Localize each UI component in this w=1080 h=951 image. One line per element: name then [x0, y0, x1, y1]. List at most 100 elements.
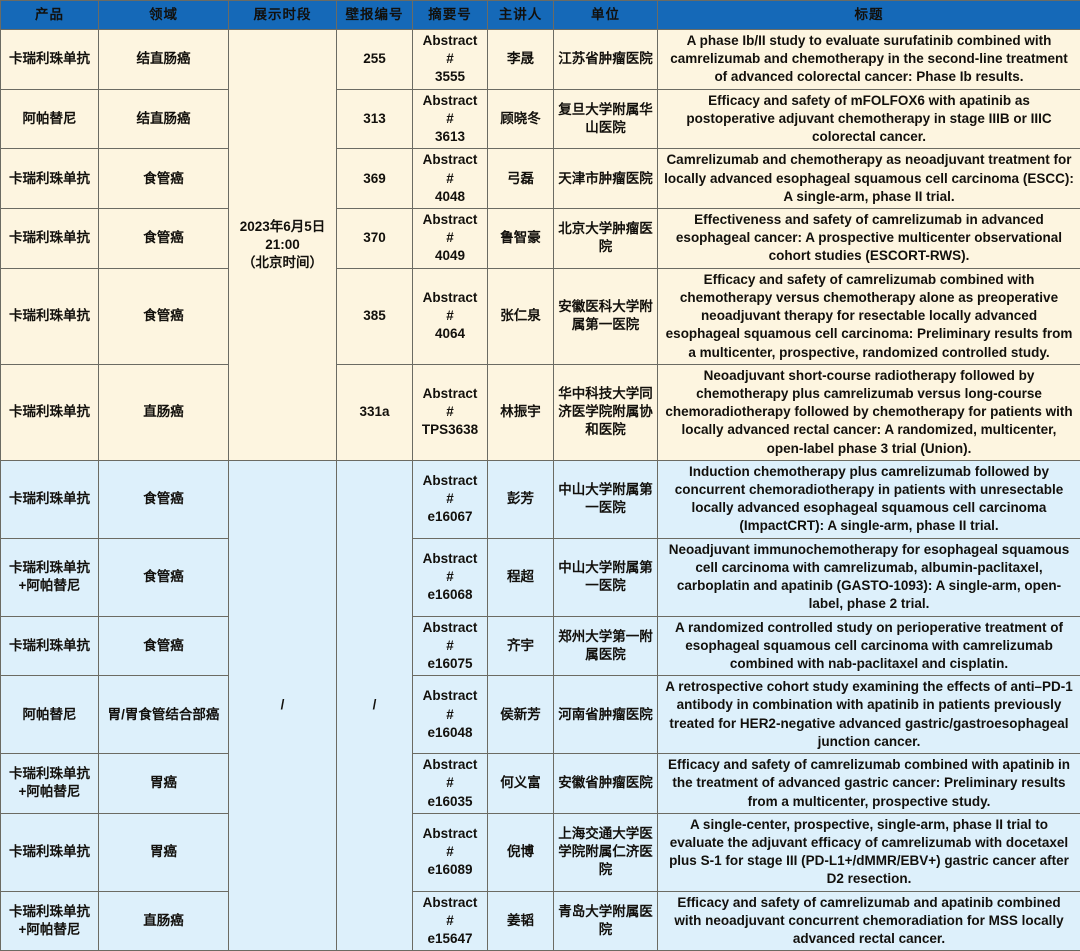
table-header: 产品 领域 展示时段 壁报编号 摘要号 主讲人 单位 标题: [1, 1, 1080, 30]
cell-title: Efficacy and safety of mFOLFOX6 with apa…: [658, 89, 1080, 149]
cell-field: 直肠癌: [99, 364, 229, 460]
cell-title: Camrelizumab and chemotherapy as neoadju…: [658, 149, 1080, 209]
cell-field: 结直肠癌: [99, 30, 229, 90]
cell-title: A randomized controlled study on periope…: [658, 616, 1080, 676]
cell-title: A phase Ib/II study to evaluate surufati…: [658, 30, 1080, 90]
cell-speaker: 弓磊: [488, 149, 554, 209]
cell-organization: 郑州大学第一附属医院: [554, 616, 658, 676]
column-header-org: 单位: [554, 1, 658, 30]
cell-speaker: 顾晓冬: [488, 89, 554, 149]
cell-product: 卡瑞利珠单抗: [1, 149, 99, 209]
cell-product: 卡瑞利珠单抗+阿帕替尼: [1, 891, 99, 951]
cell-poster-number: 369: [337, 149, 413, 209]
cell-speaker: 齐宇: [488, 616, 554, 676]
cell-field: 直肠癌: [99, 891, 229, 951]
cell-speaker: 侯新芳: [488, 676, 554, 754]
column-header-slot: 展示时段: [229, 1, 337, 30]
cell-organization: 北京大学肿瘤医院: [554, 208, 658, 268]
cell-title: Effectiveness and safety of camrelizumab…: [658, 208, 1080, 268]
cell-product: 阿帕替尼: [1, 89, 99, 149]
cell-poster-number: 331a: [337, 364, 413, 460]
cell-organization: 上海交通大学医学院附属仁济医院: [554, 813, 658, 891]
cell-field: 食管癌: [99, 460, 229, 538]
cell-organization: 复旦大学附属华山医院: [554, 89, 658, 149]
cell-product: 阿帕替尼: [1, 676, 99, 754]
cell-field: 食管癌: [99, 208, 229, 268]
cell-organization: 河南省肿瘤医院: [554, 676, 658, 754]
cell-speaker: 何义富: [488, 754, 554, 814]
cell-organization: 华中科技大学同济医学院附属协和医院: [554, 364, 658, 460]
cell-organization: 安徽省肿瘤医院: [554, 754, 658, 814]
cell-speaker: 彭芳: [488, 460, 554, 538]
cell-poster-number: 370: [337, 208, 413, 268]
cell-field: 胃癌: [99, 813, 229, 891]
cell-speaker: 林振宇: [488, 364, 554, 460]
cell-title: Neoadjuvant immunochemotherapy for esoph…: [658, 538, 1080, 616]
cell-product: 卡瑞利珠单抗+阿帕替尼: [1, 754, 99, 814]
header-row: 产品 领域 展示时段 壁报编号 摘要号 主讲人 单位 标题: [1, 1, 1080, 30]
cell-field: 食管癌: [99, 538, 229, 616]
cell-abstract-number: Abstract #TPS3638: [413, 364, 488, 460]
cell-product: 卡瑞利珠单抗: [1, 30, 99, 90]
cell-product: 卡瑞利珠单抗: [1, 208, 99, 268]
cell-title: Efficacy and safety of camrelizumab and …: [658, 891, 1080, 951]
cell-field: 胃癌: [99, 754, 229, 814]
cell-abstract-number: Abstract #e16075: [413, 616, 488, 676]
cell-abstract-number: Abstract #e15647: [413, 891, 488, 951]
cell-poster-number: 385: [337, 268, 413, 364]
cell-organization: 青岛大学附属医院: [554, 891, 658, 951]
cell-product: 卡瑞利珠单抗: [1, 460, 99, 538]
column-header-poster: 壁报编号: [337, 1, 413, 30]
cell-title: A retrospective cohort study examining t…: [658, 676, 1080, 754]
cell-title: A single-center, prospective, single-arm…: [658, 813, 1080, 891]
cell-speaker: 倪博: [488, 813, 554, 891]
cell-abstract-number: Abstract #4049: [413, 208, 488, 268]
cell-poster-number: 255: [337, 30, 413, 90]
cell-poster-number: /: [337, 460, 413, 950]
cell-field: 食管癌: [99, 616, 229, 676]
cell-abstract-number: Abstract #4064: [413, 268, 488, 364]
cell-title: Efficacy and safety of camrelizumab comb…: [658, 268, 1080, 364]
cell-organization: 安徽医科大学附属第一医院: [554, 268, 658, 364]
cell-product: 卡瑞利珠单抗+阿帕替尼: [1, 538, 99, 616]
cell-speaker: 程超: [488, 538, 554, 616]
cell-product: 卡瑞利珠单抗: [1, 813, 99, 891]
column-header-abstract: 摘要号: [413, 1, 488, 30]
cell-abstract-number: Abstract #4048: [413, 149, 488, 209]
cell-abstract-number: Abstract #e16067: [413, 460, 488, 538]
column-header-title: 标题: [658, 1, 1080, 30]
cell-field: 食管癌: [99, 268, 229, 364]
cell-display-slot: /: [229, 460, 337, 950]
cell-product: 卡瑞利珠单抗: [1, 364, 99, 460]
cell-abstract-number: Abstract #e16089: [413, 813, 488, 891]
cell-title: Neoadjuvant short-course radiotherapy fo…: [658, 364, 1080, 460]
cell-product: 卡瑞利珠单抗: [1, 616, 99, 676]
cell-field: 结直肠癌: [99, 89, 229, 149]
cell-organization: 中山大学附属第一医院: [554, 538, 658, 616]
cell-organization: 中山大学附属第一医院: [554, 460, 658, 538]
cell-field: 食管癌: [99, 149, 229, 209]
column-header-product: 产品: [1, 1, 99, 30]
cell-title: Induction chemotherapy plus camrelizumab…: [658, 460, 1080, 538]
column-header-field: 领域: [99, 1, 229, 30]
cell-speaker: 张仁泉: [488, 268, 554, 364]
cell-field: 胃/胃食管结合部癌: [99, 676, 229, 754]
cell-organization: 江苏省肿瘤医院: [554, 30, 658, 90]
cell-abstract-number: Abstract #e16068: [413, 538, 488, 616]
cell-abstract-number: Abstract #e16035: [413, 754, 488, 814]
